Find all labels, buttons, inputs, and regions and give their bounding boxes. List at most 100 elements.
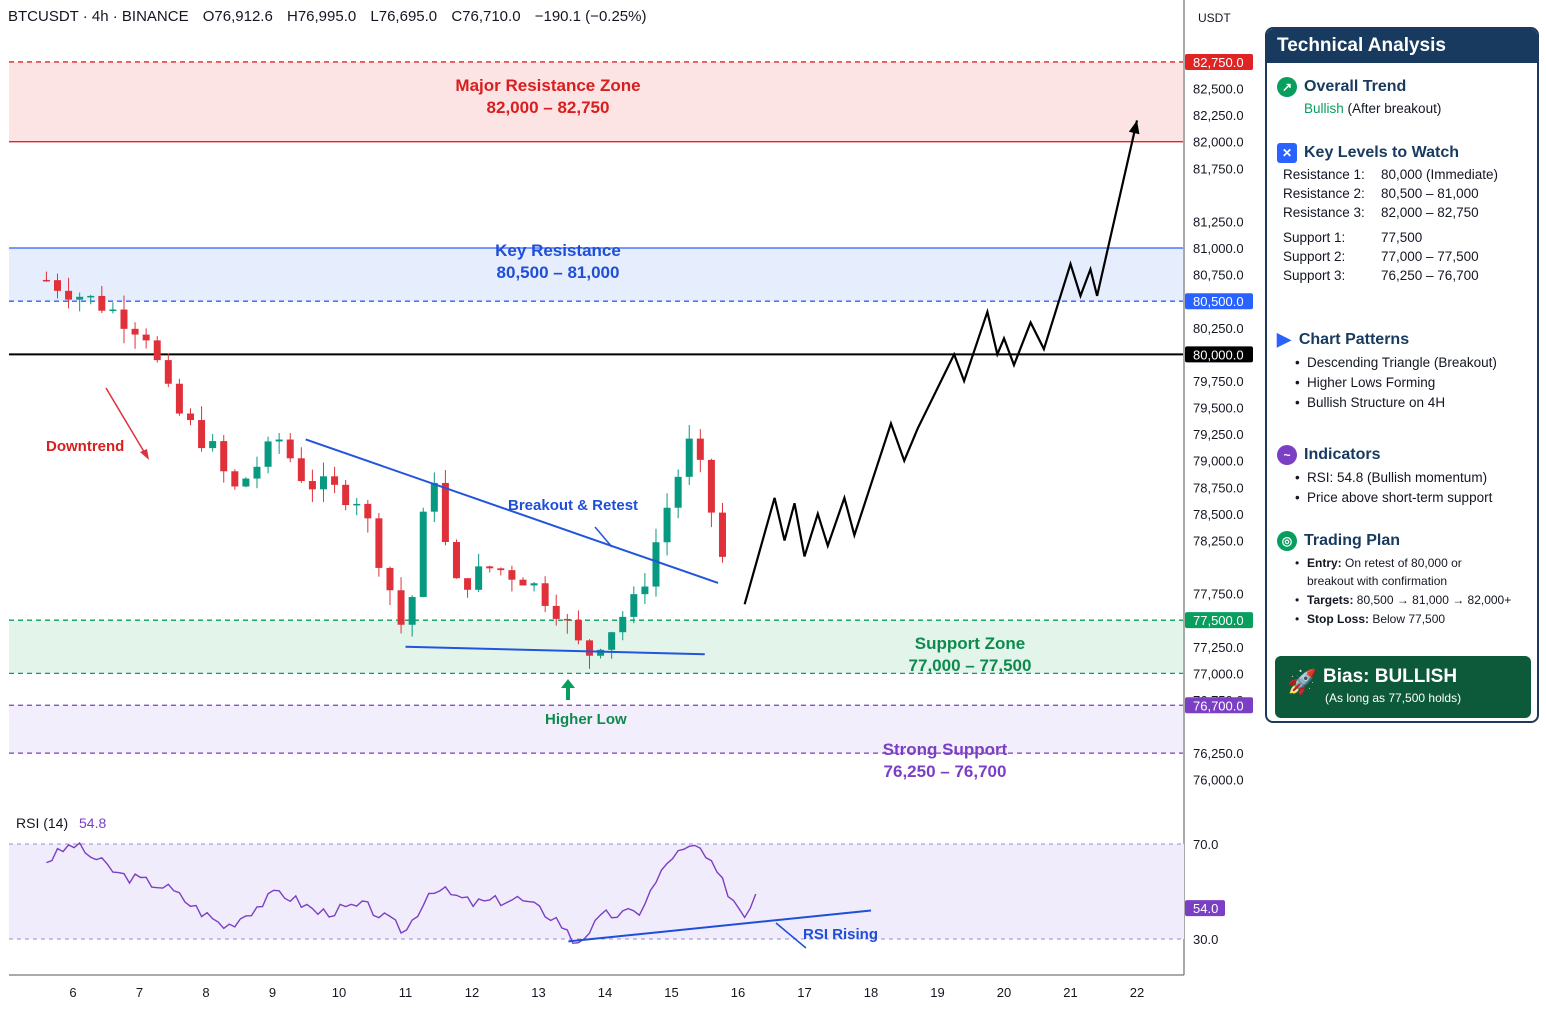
support-zone-label-range: 77,000 – 77,500 [909,656,1032,675]
candle [209,441,217,449]
list-item: Higher Lows Forming [1295,375,1531,390]
strong-support-label-range: 76,250 – 76,700 [884,762,1007,781]
downtrend-label: Downtrend [46,438,124,455]
candle [375,518,383,568]
candle [674,476,682,508]
price-tick: 79,250.0 [1193,427,1244,442]
candle [519,579,527,586]
candle [652,542,660,587]
time-tick: 12 [465,985,479,1000]
price-tick: 82,000.0 [1193,135,1244,150]
candle [76,296,84,300]
time-tick: 18 [864,985,878,1000]
rsi-tick: 70.0 [1193,837,1218,852]
rsi-band [9,844,1184,939]
plan-section: ◎ Trading Plan Entry: On retest of 80,000… [1277,531,1531,626]
candle [87,295,95,298]
price-tick: 77,750.0 [1193,587,1244,602]
candle [707,459,715,513]
list-item: Descending Triangle (Breakout) [1295,355,1531,370]
candle [441,482,449,543]
candle [574,619,582,641]
list-item: RSI: 54.8 (Bullish momentum) [1295,470,1531,485]
projection-path [743,120,1139,605]
candle [475,566,483,590]
trend-section: ↗ Overall Trend Bullish (After breakout) [1277,77,1531,116]
change-value: −190.1 (−0.25%) [534,8,647,25]
candle [142,334,150,341]
high-value: H76,995.0 [287,8,357,25]
resistance-row: Resistance 2: 80,500 – 81,000 [1283,186,1479,201]
candle [585,640,593,656]
time-tick: 6 [69,985,76,1000]
candle [331,476,339,485]
candle [264,441,272,467]
candle [186,413,194,421]
bias-subtitle: (As long as 77,500 holds) [1325,691,1462,705]
rsi-value: 54.8 [79,815,106,831]
time-tick: 8 [202,985,209,1000]
rsi-trendline [568,909,872,943]
time-tick: 13 [531,985,545,1000]
price-tick: 81,750.0 [1193,161,1244,176]
price-badge [1185,293,1253,310]
breakout-arrow [594,526,613,548]
major-resistance-label-range: 82,000 – 82,750 [487,98,610,117]
support-zone-label-title: Support Zone [915,634,1025,653]
candle [297,458,305,482]
indicators-section: ~ Indicators RSI: 54.8 (Bullish momentum)… [1277,445,1531,505]
candle [253,466,261,479]
time-tick: 11 [399,985,413,1000]
play-icon: ▶ [1277,329,1291,349]
rsi-tick: 30.0 [1193,932,1218,947]
bias-card: 🚀 Bias: BULLISH (As long as 77,500 holds… [1275,656,1531,718]
price-badge-label: 77,500.0 [1193,613,1244,628]
candle [220,441,228,472]
symbol-label[interactable]: BTCUSDT · 4h · BINANCE [8,8,189,25]
price-chart[interactable]: Major Resistance Zone 82,000 – 82,750 Key … [0,0,1262,1017]
indicators-heading: Indicators [1304,446,1381,463]
plan-targets: Targets: 80,500 → 81,000 → 82,000+ [1295,593,1531,607]
trend-heading: Overall Trend [1304,78,1407,95]
price-tick: 77,000.0 [1193,666,1244,681]
candle [231,471,239,487]
candle [497,568,505,571]
higher-low-label: Higher Low [545,711,627,728]
rsi-badge-label: 54.0 [1193,901,1218,916]
candle [563,618,571,621]
major-resistance-label-title: Major Resistance Zone [455,76,640,95]
symbol-header: BTCUSDT · 4h · BINANCE O76,912.6 H76,995… [8,8,656,25]
rsi-rising-label: RSI Rising [803,926,878,943]
rsi-line [46,841,757,945]
technical-analysis-panel: Technical Analysis ↗ Overall Trend Bullis… [1265,27,1539,723]
price-tick: 79,750.0 [1193,374,1244,389]
candle [419,511,427,597]
support-row: Support 1: 77,500 [1283,230,1423,245]
time-tick: 20 [997,985,1011,1000]
low-value: L76,695.0 [370,8,438,25]
candle [452,542,460,579]
resistance-row: Resistance 3: 82,000 – 82,750 [1283,205,1479,220]
indicator-icon: ~ [1277,445,1297,465]
price-badge-label: 80,000.0 [1193,347,1244,362]
candle [342,484,350,506]
candle [275,439,283,442]
candle [319,476,327,490]
candle [131,328,139,335]
candle [541,583,549,606]
candle [53,280,61,291]
candle [308,481,316,490]
price-tick: 81,000.0 [1193,241,1244,256]
levels-icon: ✕ [1277,143,1297,163]
candle [42,279,50,282]
candle [364,503,372,519]
time-tick: 16 [731,985,745,1000]
bias-title: Bias: BULLISH [1323,666,1458,687]
plan-stop: Stop Loss: Below 77,500 [1295,612,1531,626]
price-tick: 78,750.0 [1193,480,1244,495]
time-tick: 14 [598,985,612,1000]
rsi-label: RSI (14) [16,815,68,831]
price-tick: 78,500.0 [1193,507,1244,522]
candle [530,583,538,586]
price-tick: 82,250.0 [1193,108,1244,123]
